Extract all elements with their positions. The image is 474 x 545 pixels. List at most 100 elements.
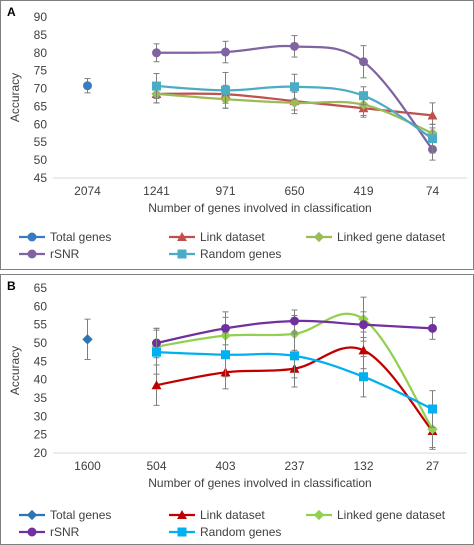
data-point <box>359 91 368 101</box>
data-point <box>428 323 437 333</box>
data-point <box>83 81 92 91</box>
legend-item: rSNR <box>19 247 80 261</box>
legend-marker <box>27 232 37 242</box>
y-tick-label: 30 <box>34 409 48 423</box>
x-axis: 1600 504 403 237 132 27 <box>74 459 439 473</box>
data-point <box>290 41 299 51</box>
legend-label: Random genes <box>200 525 281 539</box>
x-tick-label: 504 <box>146 459 166 473</box>
x-tick-label: 27 <box>426 459 440 473</box>
data-point <box>359 320 368 330</box>
y-tick-label: 60 <box>34 117 48 131</box>
legend-marker <box>177 527 187 537</box>
legend-item: Total genes <box>19 508 111 522</box>
x-axis: 2074 1241 971 650 419 74 <box>74 184 439 198</box>
y-tick-label: 65 <box>34 281 48 295</box>
data-point <box>359 57 368 67</box>
legend-item: Linked gene dataset <box>306 230 446 244</box>
x-tick-label: 403 <box>215 459 235 473</box>
x-tick-label: 74 <box>426 184 440 198</box>
y-axis: 45 50 55 60 65 70 75 80 85 90 <box>34 10 48 185</box>
x-axis-title: Number of genes involved in classificati… <box>148 201 371 215</box>
legend-label: Link dataset <box>200 230 265 244</box>
legend-label: Linked gene dataset <box>337 230 446 244</box>
x-tick-label: 419 <box>353 184 373 198</box>
legend-item: Linked gene dataset <box>306 508 446 522</box>
panel-label: A <box>7 5 16 19</box>
legend-marker <box>313 509 325 521</box>
data-point <box>289 97 300 109</box>
series-total-genes <box>82 318 93 360</box>
chart-a: 45 50 55 60 65 70 75 80 85 90 2074 1241 971 650 419 74 N… <box>8 10 467 261</box>
panel-b: B 20 25 30 35 40 45 50 55 60 65 1600 504 403 237 132 27… <box>0 274 474 545</box>
data-point <box>152 347 161 357</box>
legend-label: Total genes <box>50 230 111 244</box>
y-axis-title: Accuracy <box>8 346 22 395</box>
data-point <box>427 423 438 435</box>
legend-item: Link dataset <box>169 508 265 522</box>
y-tick-label: 55 <box>34 135 48 149</box>
y-tick-label: 45 <box>34 354 48 368</box>
y-tick-label: 85 <box>34 28 48 42</box>
data-point <box>358 345 369 355</box>
legend-label: Total genes <box>50 508 111 522</box>
data-point <box>359 372 368 382</box>
data-point <box>290 351 299 361</box>
data-point <box>221 47 230 57</box>
series-random-genes <box>152 329 437 428</box>
legend-label: Link dataset <box>200 508 265 522</box>
legend-label: rSNR <box>50 525 80 539</box>
y-tick-label: 75 <box>34 64 48 78</box>
x-tick-label: 971 <box>215 184 235 198</box>
data-point <box>221 350 230 360</box>
legend-item: Random genes <box>169 525 281 539</box>
x-tick-label: 132 <box>353 459 373 473</box>
y-tick-label: 90 <box>34 10 48 24</box>
data-point <box>428 134 437 144</box>
legend: Total genes Link dataset Linked gene datas… <box>19 508 446 539</box>
x-tick-label: 1241 <box>143 184 170 198</box>
y-tick-label: 65 <box>34 99 48 113</box>
legend-marker <box>27 527 37 537</box>
panel-label: B <box>7 279 16 293</box>
y-tick-label: 35 <box>34 391 48 405</box>
legend-label: Random genes <box>200 247 281 261</box>
legend-label: rSNR <box>50 247 80 261</box>
y-tick-label: 55 <box>34 318 48 332</box>
y-tick-label: 70 <box>34 82 48 96</box>
series-rsnr <box>152 35 437 161</box>
y-tick-label: 80 <box>34 46 48 60</box>
data-point <box>221 323 230 333</box>
data-point <box>290 82 299 92</box>
data-point <box>151 380 162 390</box>
legend-marker <box>177 232 187 242</box>
panel-a: A 45 50 55 60 65 70 75 80 85 90 2074 1241 971 650 419 7… <box>0 0 474 270</box>
x-tick-label: 1600 <box>74 459 101 473</box>
legend-marker <box>177 249 187 259</box>
series-total-genes <box>83 78 92 94</box>
y-tick-label: 40 <box>34 373 48 387</box>
legend-marker <box>313 231 325 243</box>
y-tick-label: 45 <box>34 171 48 185</box>
y-tick-label: 50 <box>34 336 48 350</box>
x-axis-title: Number of genes involved in classificati… <box>148 476 371 490</box>
data-point <box>428 404 437 414</box>
legend-item: rSNR <box>19 525 80 539</box>
legend-marker <box>27 249 37 259</box>
data-point <box>290 316 299 326</box>
data-point <box>427 110 438 120</box>
legend-marker <box>26 509 38 521</box>
x-tick-label: 237 <box>284 459 304 473</box>
data-point <box>82 334 93 345</box>
series-rsnr <box>152 309 437 359</box>
x-tick-label: 2074 <box>74 184 101 198</box>
series-line <box>156 312 434 430</box>
series-random-genes <box>152 71 437 154</box>
legend-item: Link dataset <box>169 230 265 244</box>
y-axis: 20 25 30 35 40 45 50 55 60 65 <box>34 281 48 460</box>
y-tick-label: 50 <box>34 153 48 167</box>
y-tick-label: 60 <box>34 299 48 313</box>
y-tick-label: 25 <box>34 428 48 442</box>
data-point <box>221 85 230 95</box>
x-tick-label: 650 <box>284 184 304 198</box>
